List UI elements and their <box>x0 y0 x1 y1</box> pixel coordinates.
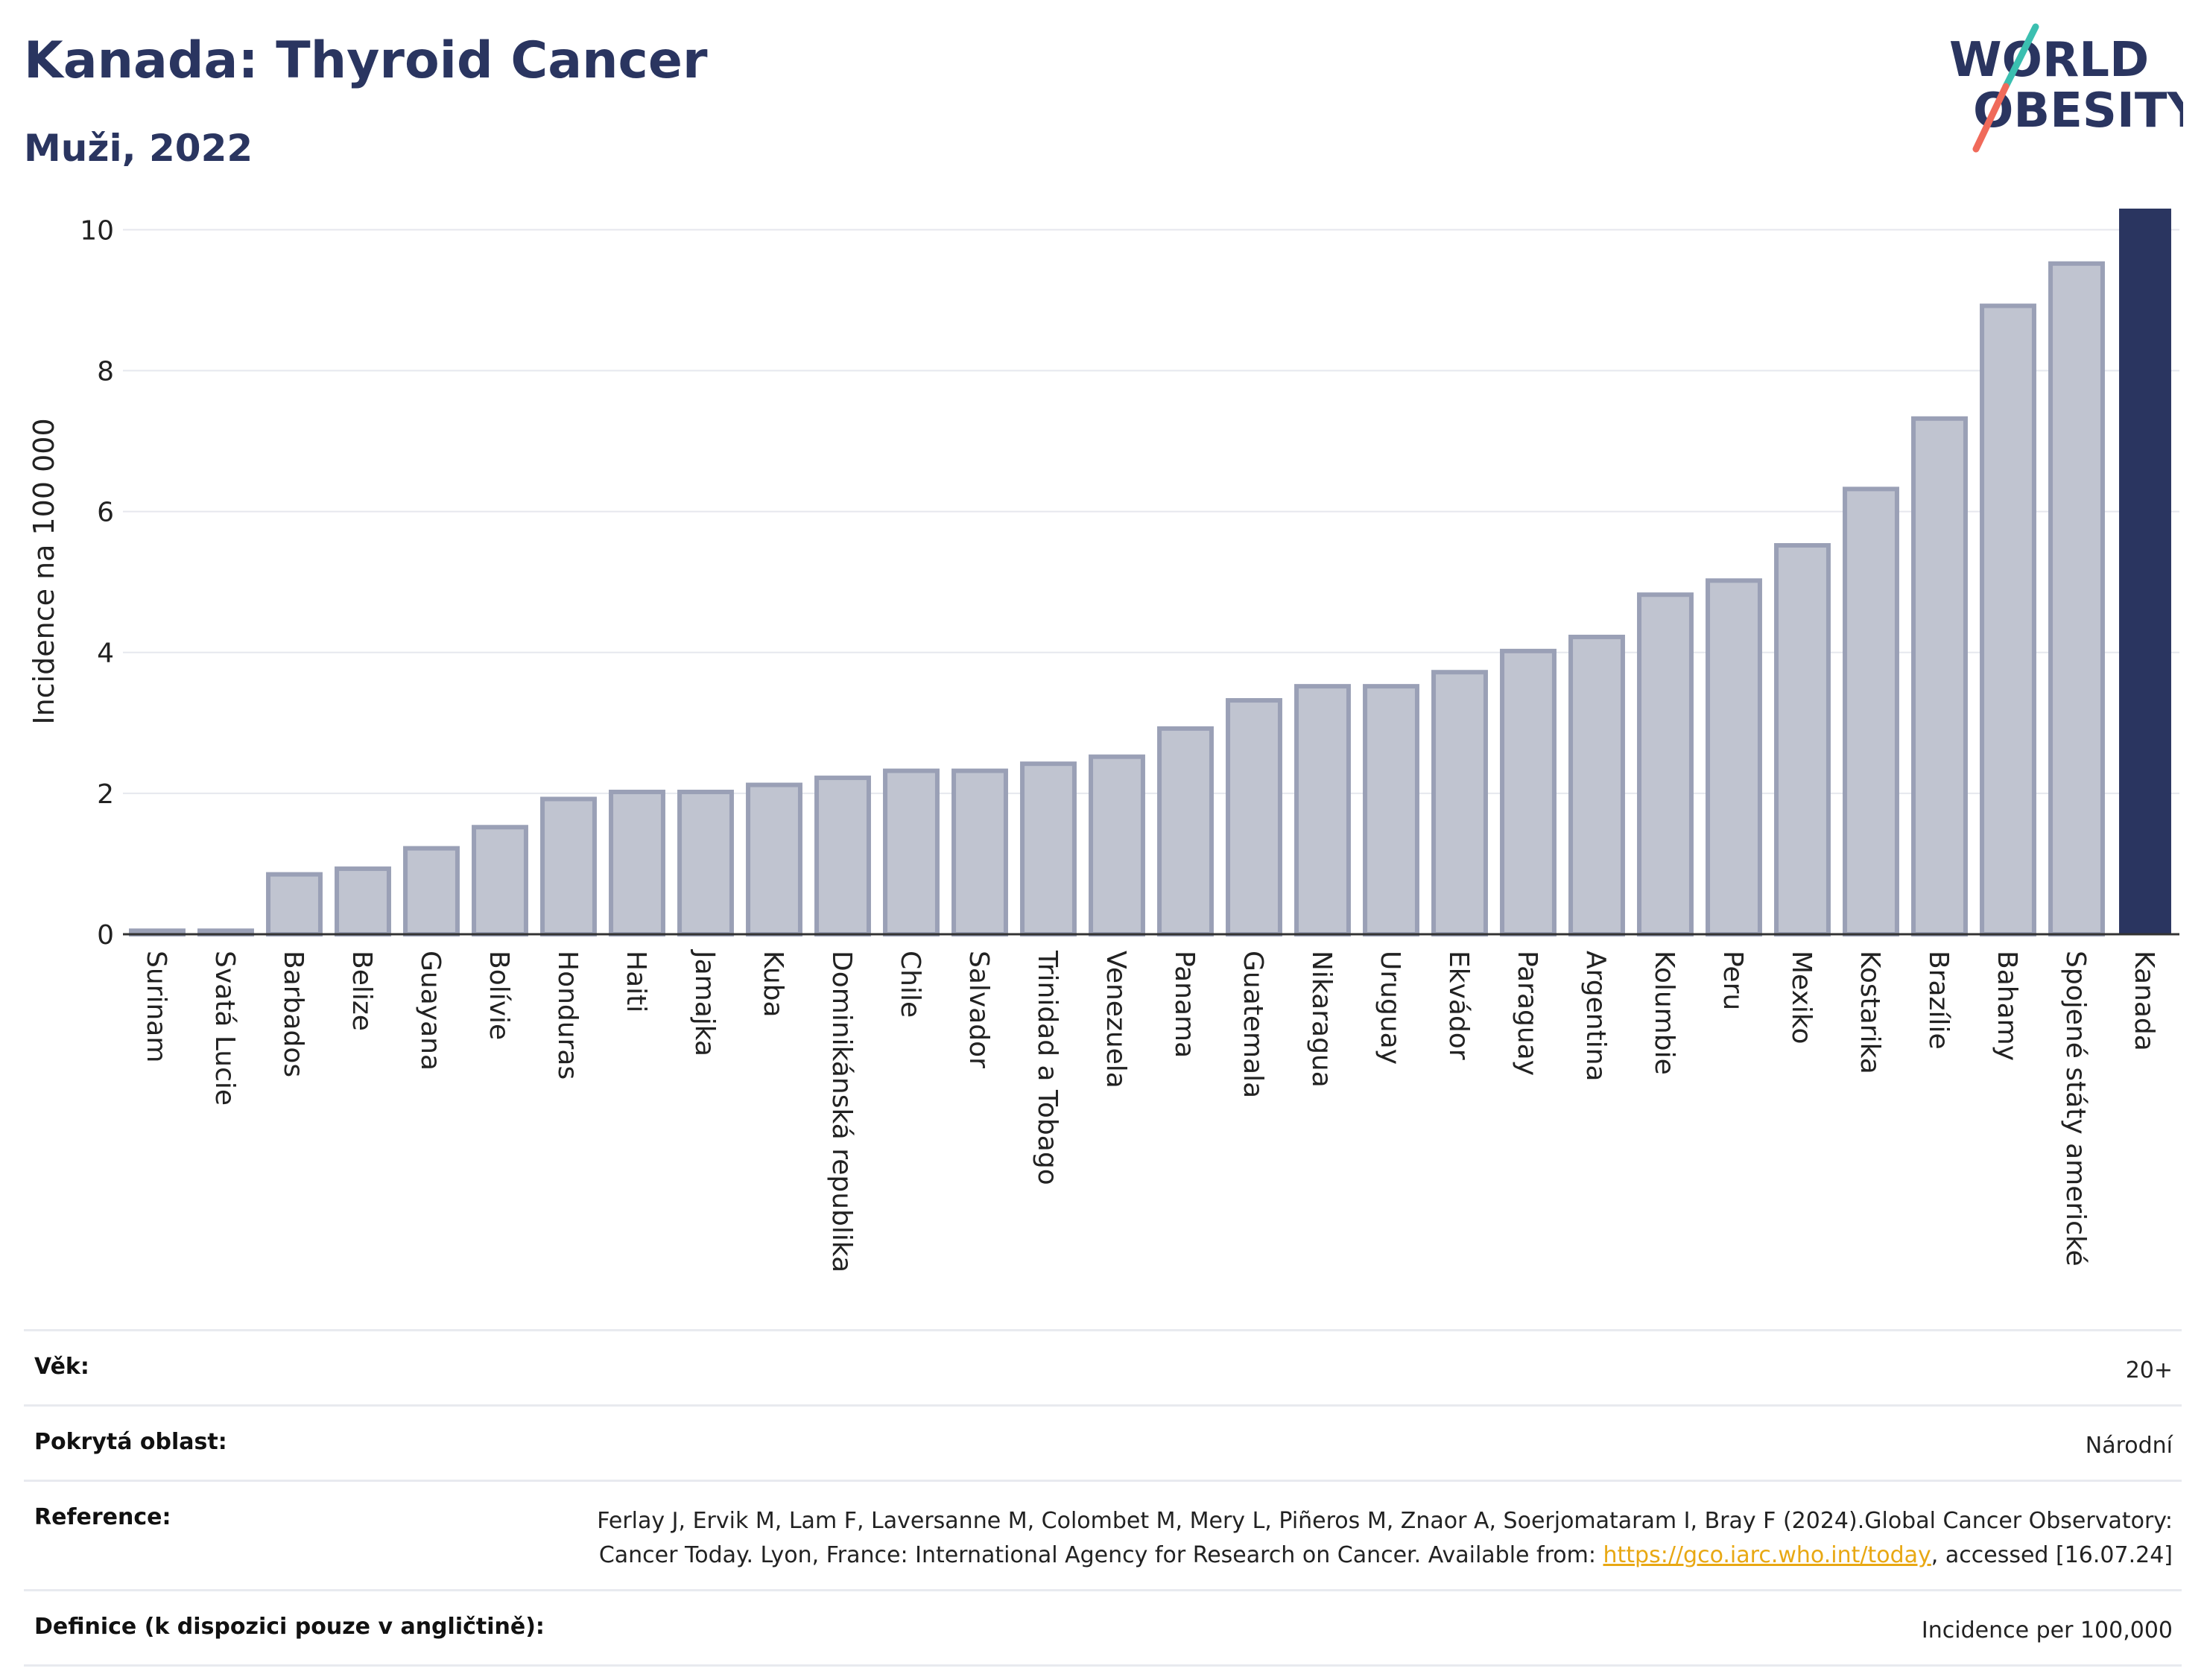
coverage-value: Národní <box>2085 1433 2173 1459</box>
y-tick-label: 6 <box>97 498 114 528</box>
x-tick-label: Kanada <box>2129 951 2159 1051</box>
x-tick-label: Kuba <box>758 951 788 1018</box>
x-tick-label: Bahamy <box>1992 951 2022 1061</box>
x-tick-label: Dominikánská republika <box>826 951 857 1272</box>
x-tick-label: Panama <box>1169 951 1200 1058</box>
x-tick-label: Guatemala <box>1238 951 1268 1098</box>
logo-text-world: WORLD <box>1949 33 2149 88</box>
bar <box>609 789 665 937</box>
info-row-coverage: Pokrytá oblast: Národní <box>24 1404 2182 1480</box>
logo-text-obesity: OBESITY <box>1973 83 2183 139</box>
bar <box>1706 578 1762 936</box>
logo-slash-coral <box>1972 83 2010 153</box>
coverage-label: Pokrytá oblast: <box>34 1429 227 1455</box>
age-value: 20+ <box>2125 1357 2173 1383</box>
bar <box>951 768 1008 936</box>
bar <box>1157 726 1214 936</box>
y-tick-label: 8 <box>97 356 114 387</box>
info-table: Věk: 20+ Pokrytá oblast: Národní Referen… <box>24 1329 2182 1667</box>
bar <box>814 776 871 936</box>
bar <box>1431 670 1488 936</box>
x-tick-label: Honduras <box>552 951 583 1080</box>
bar <box>1911 416 1968 937</box>
y-axis-ticks: 0 2 4 6 8 10 <box>80 215 114 951</box>
reference-value: Ferlay J, Ervik M, Lam F, Laversanne M, … <box>548 1504 2173 1573</box>
world-obesity-logo: WORLD OBESITY <box>1949 23 2183 153</box>
bar <box>746 782 802 936</box>
bar <box>1568 634 1625 936</box>
bar <box>1500 648 1557 936</box>
x-tick-label: Guayana <box>415 951 446 1071</box>
x-tick-label: Haiti <box>621 951 651 1012</box>
x-tick-label: Kostarika <box>1855 951 1885 1074</box>
bar <box>472 825 528 937</box>
x-tick-label: Mexiko <box>1786 951 1817 1044</box>
bar <box>403 846 460 936</box>
definition-label: Definice (k dispozici pouze v angličtině… <box>34 1614 545 1640</box>
bar <box>883 768 940 936</box>
x-tick-label: Salvador <box>963 951 994 1068</box>
logo-slash-teal <box>2002 23 2039 90</box>
x-tick-label: Nikaragua <box>1306 951 1337 1088</box>
page-title: Kanada: Thyroid Cancer <box>24 31 708 90</box>
bar <box>266 872 323 936</box>
x-tick-label: Bolívie <box>484 951 514 1040</box>
x-tick-label: Argentina <box>1580 951 1611 1082</box>
age-label: Věk: <box>34 1354 89 1380</box>
y-tick-label: 2 <box>97 779 114 810</box>
bar <box>1774 543 1831 936</box>
x-tick-label: Surinam <box>141 951 171 1062</box>
info-row-reference: Reference: Ferlay J, Ervik M, Lam F, Lav… <box>24 1480 2182 1589</box>
x-tick-label: Belize <box>346 951 377 1031</box>
bar <box>1226 698 1282 936</box>
reference-tail: , accessed [16.07.24] <box>1931 1542 2173 1568</box>
bar <box>1089 754 1145 937</box>
x-tick-label: Venezuela <box>1101 951 1131 1088</box>
bar <box>2048 261 2105 937</box>
bar <box>2119 209 2171 934</box>
bars <box>129 209 2171 937</box>
x-tick-label: Uruguay <box>1375 951 1405 1065</box>
y-axis-label: Incidence na 100 000 <box>28 418 60 724</box>
x-axis-labels: Surinam Svatá Lucie Barbados Belize Guayana B… <box>141 949 2159 1272</box>
reference-link[interactable]: https://gco.iarc.who.int/today <box>1603 1542 1931 1568</box>
x-tick-label: Ekvádor <box>1443 951 1474 1060</box>
info-row-age: Věk: 20+ <box>24 1329 2182 1404</box>
reference-text: Ferlay J, Ervik M, Lam F, Laversanne M, … <box>597 1508 2173 1568</box>
x-tick-label: Jamajka <box>689 949 720 1056</box>
bar <box>1294 684 1351 936</box>
y-tick-label: 10 <box>80 215 114 246</box>
y-tick-label: 0 <box>97 920 114 951</box>
bar <box>335 866 391 937</box>
x-tick-label: Spojené státy americké <box>2060 951 2091 1267</box>
bar <box>1980 303 2036 937</box>
bar <box>1843 486 1899 937</box>
x-tick-label: Svatá Lucie <box>209 951 240 1106</box>
x-tick-label: Chile <box>895 951 925 1018</box>
x-tick-label: Paraguay <box>1512 951 1542 1076</box>
reference-label: Reference: <box>34 1504 171 1530</box>
bar-chart: 0 2 4 6 8 10 Surinam Svatá Lucie Barbados Belize… <box>28 209 2179 1272</box>
x-tick-label: Kolumbie <box>1649 951 1679 1075</box>
bar <box>540 796 597 937</box>
x-tick-label: Peru <box>1717 951 1748 1010</box>
x-tick-label: Barbados <box>278 951 308 1077</box>
bar <box>1637 592 1694 936</box>
x-tick-label: Trinidad a Tobago <box>1032 950 1063 1185</box>
y-tick-label: 4 <box>97 638 114 669</box>
page-subtitle: Muži, 2022 <box>24 127 253 170</box>
x-tick-label: Brazílie <box>1923 951 1954 1050</box>
info-row-definition: Definice (k dispozici pouze v angličtině… <box>24 1589 2182 1667</box>
bar <box>677 789 734 937</box>
definition-value: Incidence per 100,000 <box>1921 1617 2173 1643</box>
bar <box>1363 684 1419 936</box>
bar <box>1020 761 1077 936</box>
